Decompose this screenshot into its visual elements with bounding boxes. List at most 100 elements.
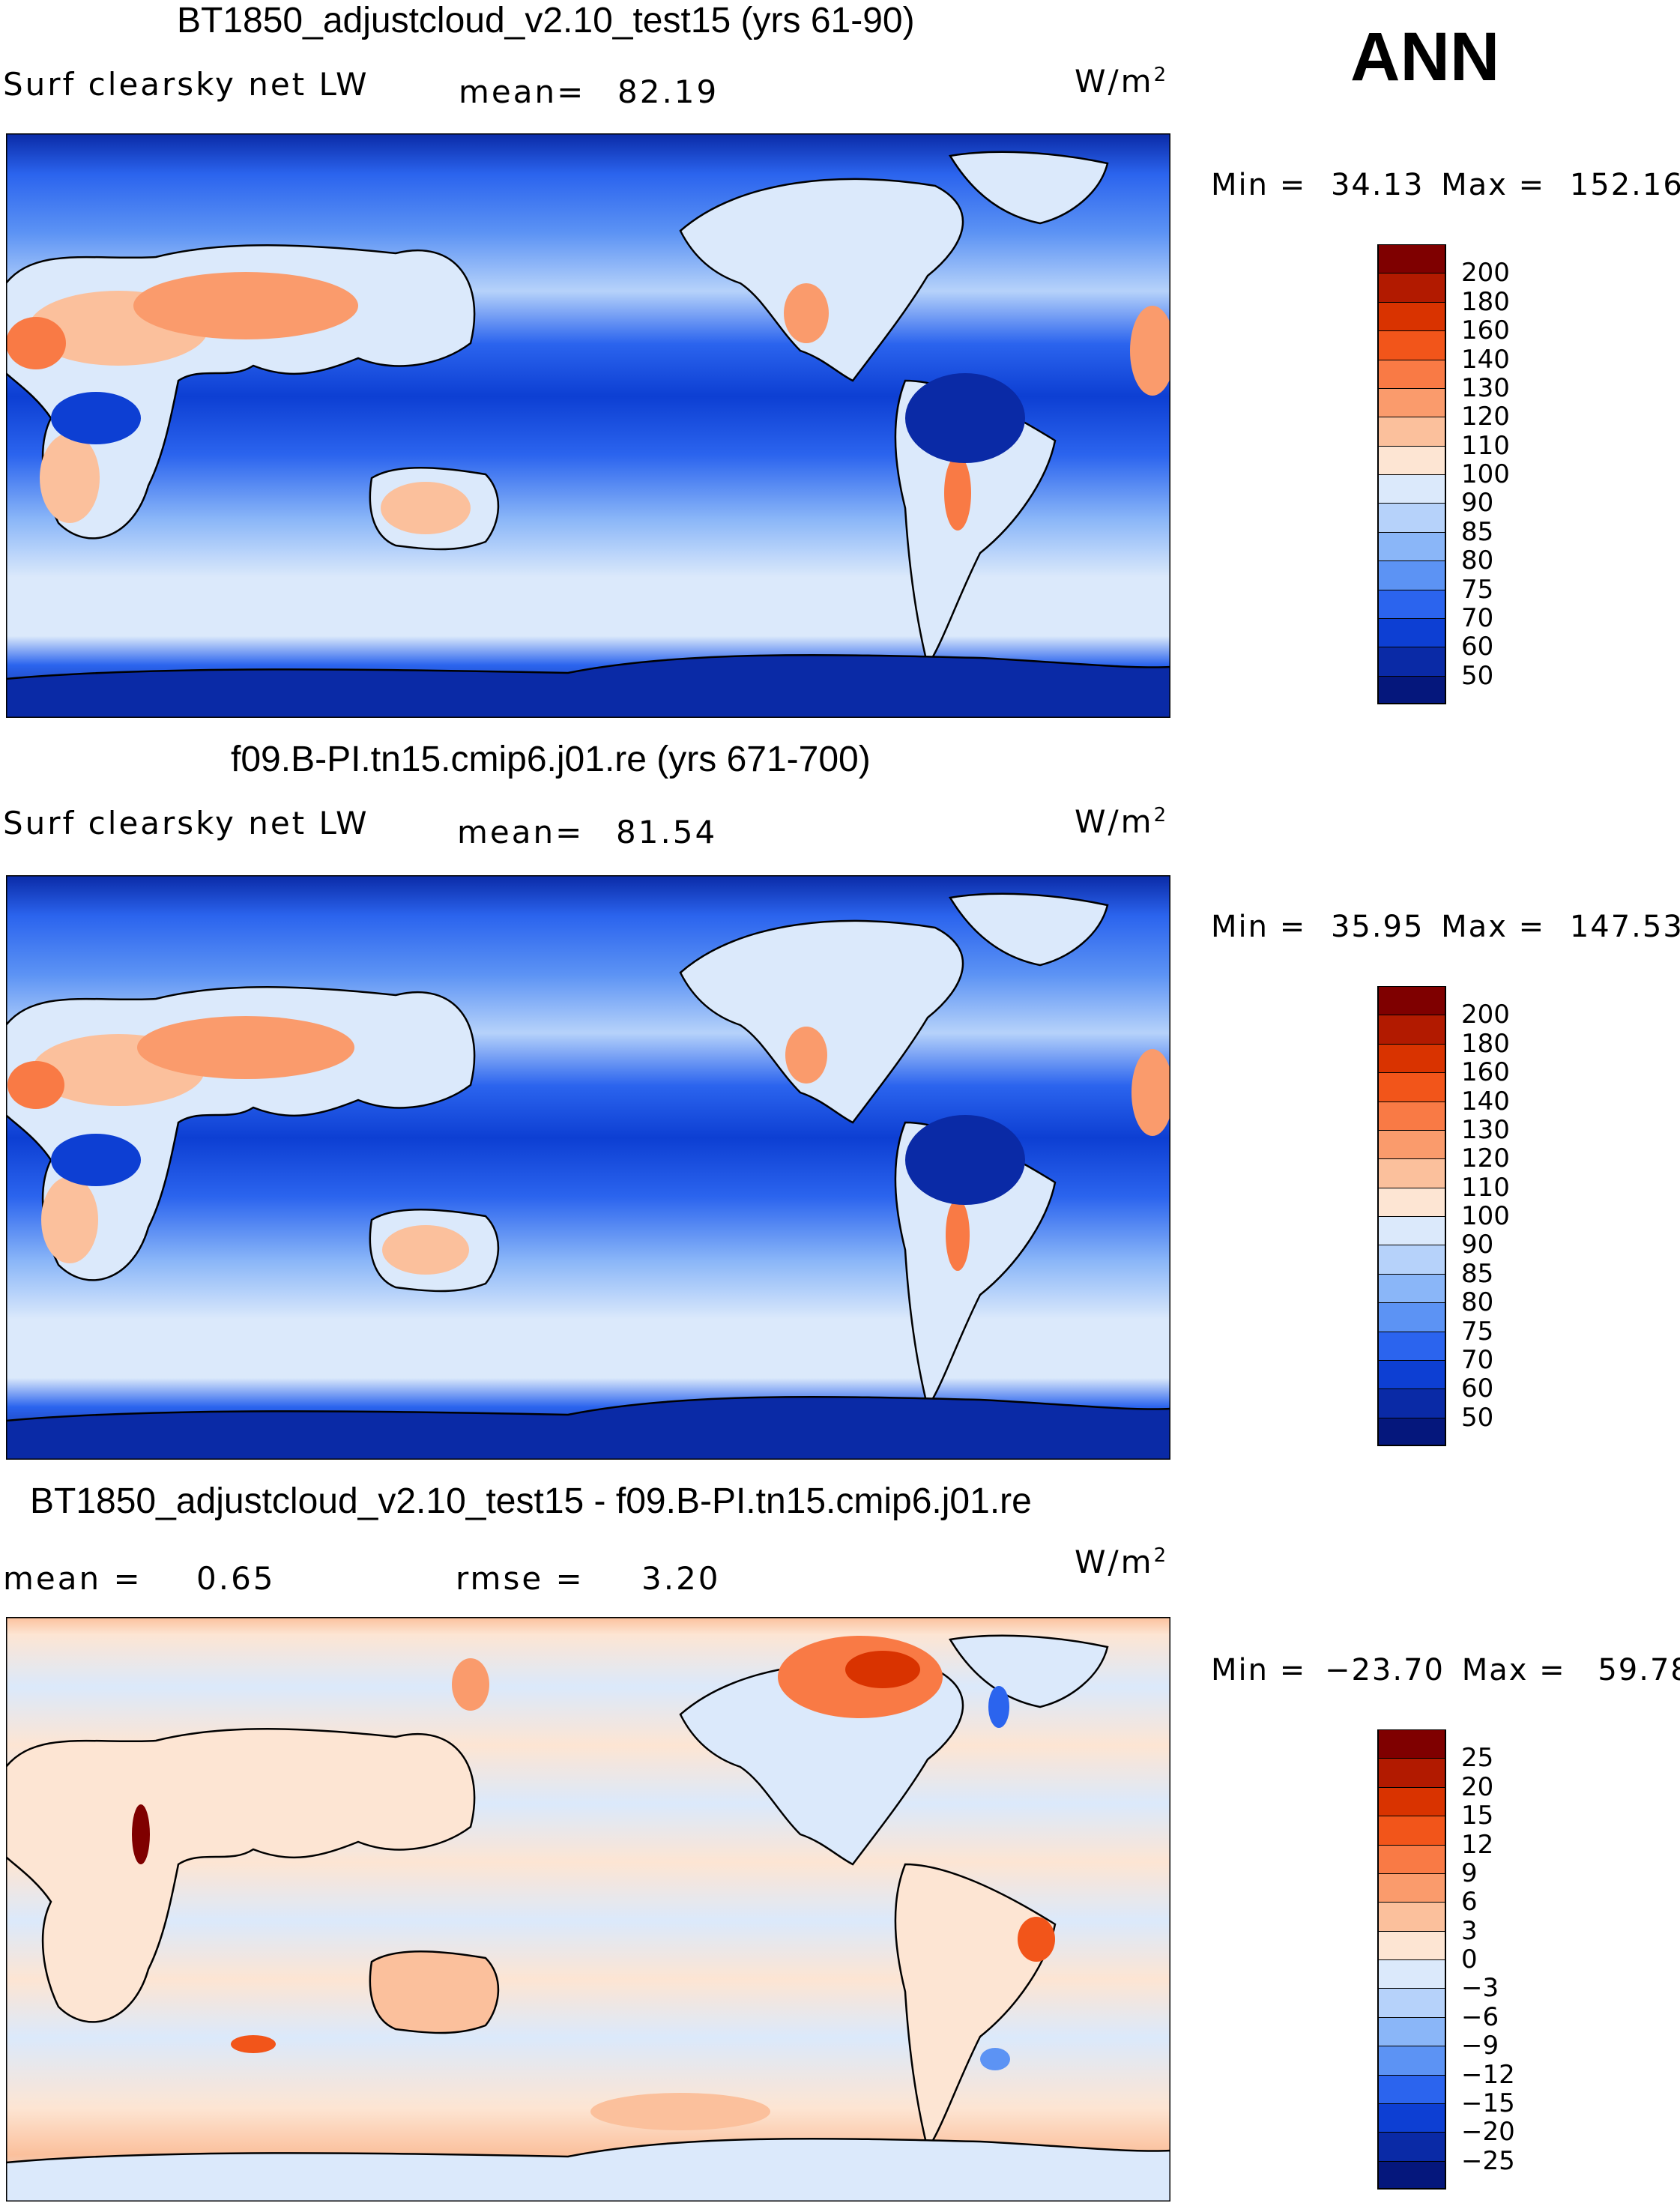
legend-swatch	[1377, 1129, 1446, 1159]
legend-level-label: 70	[1461, 602, 1494, 633]
legend-level-label: 60	[1461, 632, 1494, 662]
color-legend: 200 180 160 140 130 120 110 100 90 85 80 75 70 60 50	[1377, 244, 1510, 704]
legend-swatch	[1377, 445, 1446, 474]
legend-swatch	[1377, 1388, 1446, 1418]
legend-swatch	[1377, 474, 1446, 504]
legend-level-label: 75	[1461, 574, 1494, 605]
legend-level-label: 110	[1461, 1172, 1510, 1203]
legend-swatch	[1377, 1844, 1446, 1873]
min-max-readout: Min = 35.95 Max = 147.53	[1211, 910, 1680, 944]
map-plot	[6, 133, 1170, 718]
legend-swatch	[1377, 1216, 1446, 1245]
legend-swatch	[1377, 1902, 1446, 1931]
antarctica	[6, 1395, 1170, 1460]
south-america	[894, 1863, 1057, 2152]
warm-deserts	[6, 272, 1170, 534]
legend-level-label: 75	[1461, 1316, 1494, 1347]
legend-swatch	[1377, 330, 1446, 360]
legend-swatch	[1377, 2160, 1446, 2190]
legend-swatch	[1377, 1302, 1446, 1332]
legend-swatch	[1377, 617, 1446, 647]
legend-level-label: 60	[1461, 1374, 1494, 1404]
mean-label: mean =	[3, 1560, 142, 1597]
max-value: 59.78	[1598, 1653, 1680, 1687]
legend-level-label: 20	[1461, 1771, 1494, 1802]
legend-level-label: 70	[1461, 1344, 1494, 1375]
legend-level-label: 180	[1461, 1028, 1510, 1059]
panel-title: f09.B-PI.tn15.cmip6.j01.re (yrs 671-700)	[231, 740, 871, 779]
legend-level-label: 180	[1461, 286, 1510, 317]
legend-swatch	[1377, 647, 1446, 676]
north-america	[679, 919, 964, 1124]
legend-level-label: 12	[1461, 1829, 1494, 1860]
max-label: Max =	[1441, 168, 1546, 202]
tropical-humid	[51, 1115, 1025, 1205]
legend-level-label: 200	[1461, 258, 1510, 288]
legend-level-label: 120	[1461, 402, 1510, 432]
legend-swatch	[1377, 1758, 1446, 1787]
warm-deserts	[7, 1016, 1170, 1275]
legend-swatch	[1377, 2016, 1446, 2046]
min-label: Min =	[1211, 168, 1307, 202]
rmse-value: 3.20	[641, 1560, 721, 1597]
legend-level-label: 50	[1461, 660, 1494, 691]
mean-value: 82.19	[617, 73, 719, 110]
legend-level-label: −15	[1461, 2088, 1515, 2118]
min-label: Min =	[1211, 1653, 1307, 1687]
min-max-readout: Min = 34.13 Max = 152.16	[1211, 168, 1680, 202]
legend-swatch	[1377, 1158, 1446, 1188]
legend-swatch	[1377, 1786, 1446, 1816]
legend-swatch	[1377, 1331, 1446, 1360]
legend-swatch	[1377, 244, 1446, 274]
panel-title: BT1850_adjustcloud_v2.10_test15 - f09.B-…	[30, 1481, 1032, 1521]
legend-level-label: 140	[1461, 344, 1510, 375]
legend-level-label: 80	[1461, 1287, 1494, 1318]
legend-level-label: 110	[1461, 430, 1510, 461]
legend-level-label: 85	[1461, 1258, 1494, 1289]
legend-level-label: 100	[1461, 459, 1510, 489]
variable-label: Surf clearsky net LW	[3, 66, 369, 103]
antarctica	[6, 2137, 1170, 2202]
units-label: W/m2	[1075, 803, 1169, 840]
min-value: 34.13	[1330, 168, 1424, 202]
legend-level-label: −3	[1461, 1973, 1499, 2004]
legend-swatch	[1377, 1959, 1446, 1989]
units-label: W/m2	[1075, 1544, 1169, 1580]
tropical-humid	[51, 373, 1025, 463]
legend-swatch	[1377, 1043, 1446, 1073]
legend-swatch	[1377, 1873, 1446, 1903]
greenland	[948, 1634, 1109, 1708]
legend-level-label: −9	[1461, 2031, 1499, 2061]
legend-swatch	[1377, 301, 1446, 331]
legend-swatch	[1377, 1101, 1446, 1130]
legend-level-label: 140	[1461, 1086, 1510, 1116]
legend-swatch	[1377, 503, 1446, 532]
mean-label: mean=	[457, 814, 584, 850]
legend-swatch	[1377, 986, 1446, 1015]
legend-swatch	[1377, 1729, 1446, 1759]
legend-level-label: 90	[1461, 1230, 1494, 1260]
color-legend: 25 20 15 12 9 6 3 0 −3 −6 −9 −12 −15 −20 −25	[1377, 1729, 1515, 2190]
australia	[369, 1950, 500, 2034]
map-plot	[6, 1617, 1170, 2202]
season-label: ANN	[1350, 19, 1500, 95]
max-value: 152.16	[1569, 168, 1680, 202]
legend-level-label: 6	[1461, 1887, 1478, 1918]
min-label: Min =	[1211, 910, 1307, 944]
legend-level-label: 50	[1461, 1402, 1494, 1433]
legend-swatch	[1377, 1187, 1446, 1216]
panel-title: BT1850_adjustcloud_v2.10_test15 (yrs 61-…	[177, 1, 915, 40]
legend-swatch	[1377, 1417, 1446, 1446]
legend-swatch	[1377, 560, 1446, 590]
legend-level-label: −20	[1461, 2117, 1515, 2148]
mean-label: mean=	[459, 73, 586, 110]
legend-level-label: 85	[1461, 516, 1494, 547]
legend-swatch	[1377, 359, 1446, 388]
legend-swatch	[1377, 1072, 1446, 1102]
north-america	[679, 178, 964, 382]
africa-europe-asia	[6, 1728, 476, 2023]
legend-swatch	[1377, 1988, 1446, 2017]
min-max-readout: Min = −23.70 Max = 59.78	[1211, 1653, 1680, 1687]
legend-swatch	[1377, 1015, 1446, 1044]
legend-swatch	[1377, 589, 1446, 618]
